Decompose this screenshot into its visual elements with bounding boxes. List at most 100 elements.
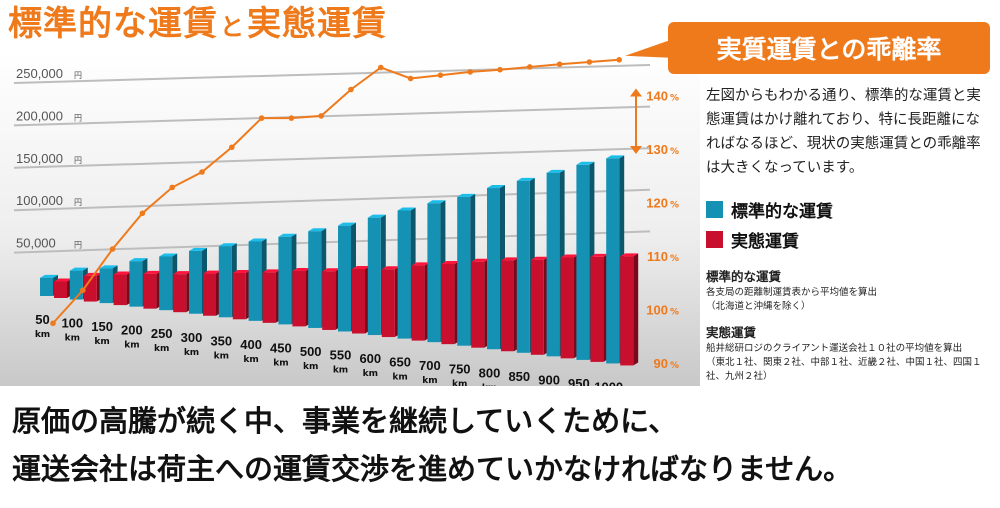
bar-standard-top — [99, 265, 118, 269]
y-tick-unit: 円 — [74, 113, 82, 122]
bar-standard — [308, 231, 322, 328]
bar-actual-top — [262, 269, 281, 273]
divergence-point — [407, 75, 414, 82]
bar-standard-top — [606, 155, 625, 159]
bar-standard — [546, 172, 560, 357]
gridline — [13, 188, 651, 212]
bar-standard-top — [218, 243, 237, 247]
y-tick-unit: 円 — [74, 71, 82, 80]
x-tick-label: 900 — [538, 372, 560, 386]
divergence-point — [109, 246, 116, 252]
divergence-point — [437, 72, 444, 78]
bar-standard — [99, 268, 113, 304]
bar-actual-side — [633, 253, 639, 366]
bottom-message-line2: 運送会社は荷主への運賃交渉を進めていかなければなりません。 — [12, 452, 853, 486]
bar-actual — [232, 273, 246, 320]
bar-standard — [159, 256, 173, 311]
bar-actual — [352, 269, 365, 334]
divergence-point — [50, 320, 56, 327]
y2-tick-label: 110 — [647, 249, 668, 264]
bar-standard — [189, 250, 202, 314]
bar-standard-top — [129, 258, 148, 262]
divergence-line — [52, 58, 620, 324]
divergence-point — [199, 169, 205, 175]
bar-actual-top — [411, 262, 430, 266]
bar-standard — [487, 188, 500, 350]
y2-tick-unit: % — [670, 94, 679, 104]
y2-tick-unit: % — [670, 254, 679, 264]
bar-actual — [590, 256, 604, 362]
x-tick-label: 300 — [181, 330, 203, 345]
x-tick-unit: km — [482, 383, 497, 386]
divergence-arrow-head-down — [630, 146, 642, 154]
legend-swatch-standard — [706, 200, 723, 218]
bar-standard-top — [189, 247, 207, 251]
bar-standard-top — [516, 177, 535, 181]
note-standard-heading: 標準的な運賃 — [706, 269, 782, 284]
bar-actual — [411, 265, 425, 341]
bar-standard — [457, 196, 471, 346]
y2-tick-unit: % — [670, 201, 679, 211]
bar-standard-top — [487, 185, 505, 189]
note-standard-text: 各支局の距離制運賃表から平均値を算出 （北海道と沖縄を除く） — [706, 287, 878, 312]
x-tick-unit: km — [124, 341, 139, 351]
y2-tick-unit: % — [670, 147, 679, 157]
x-tick-unit: km — [184, 348, 199, 358]
y2-tick-label: 140 — [646, 89, 668, 104]
bottom-message-line1: 原価の高騰が続く中、事業を継続していくために、 — [12, 404, 678, 438]
x-tick-label: 150 — [91, 319, 113, 334]
y-tick-label: 50,000 — [16, 236, 56, 251]
x-tick-label: 200 — [121, 323, 143, 338]
y-tick-label: 250,000 — [16, 66, 63, 81]
bar-standard-top — [546, 169, 565, 173]
divergence-rate-badge: 実質運賃との乖離率 — [668, 22, 990, 74]
x-tick-label: 850 — [508, 369, 530, 384]
x-tick-label: 650 — [389, 355, 411, 370]
divergence-point — [139, 210, 146, 217]
bar-actual — [83, 275, 97, 302]
bar-actual — [322, 271, 336, 330]
bar-actual-top — [292, 268, 311, 272]
divergence-point — [556, 61, 563, 67]
page-title: 標準的な運賃と実態運賃 — [8, 4, 387, 44]
x-tick-unit: km — [154, 344, 169, 354]
legend-label-standard: 標準的な運賃 — [731, 201, 833, 222]
bar-standard-top — [308, 228, 327, 232]
divergence-point — [80, 287, 86, 294]
bar-standard — [278, 236, 292, 325]
description-text: 左図からもわかる通り、標準的な運賃と実態運賃はかけ離れており、特に長距離になれば… — [706, 88, 981, 176]
divergence-point — [169, 184, 175, 191]
bar-actual-top — [352, 266, 370, 270]
bar-actual-top — [441, 260, 460, 264]
y-tick-label: 150,000 — [16, 151, 63, 166]
x-tick-label: 500 — [300, 344, 322, 359]
x-tick-label: 550 — [330, 348, 352, 363]
bar-standard-top — [248, 238, 267, 242]
legend-label-actual: 実態運賃 — [731, 231, 799, 252]
y2-tick-label: 90 — [654, 356, 668, 371]
bar-standard-top — [457, 193, 476, 197]
x-tick-unit: km — [363, 369, 378, 379]
x-tick-label: 350 — [210, 333, 232, 348]
bar-actual — [113, 274, 127, 306]
divergence-point — [229, 144, 235, 151]
divergence-point — [616, 57, 622, 63]
bar-actual-top — [83, 272, 102, 276]
y-tick-unit: 円 — [74, 198, 82, 207]
fare-comparison-chart: 50,000 円 100,000 円 150,000 円 200,000 円 250,000 円 5… — [0, 38, 700, 386]
chart-legend: 標準的な運賃 実態運賃 — [706, 197, 986, 252]
y2-tick-label: 120 — [646, 196, 668, 211]
bar-actual — [143, 273, 157, 309]
bar-actual-top — [530, 256, 549, 260]
divergence-point — [258, 115, 265, 121]
legend-swatch-actual — [706, 230, 723, 248]
badge-pointer — [625, 38, 676, 58]
bar-standard — [397, 210, 411, 339]
bar-actual-top — [381, 266, 400, 270]
bar-standard — [218, 246, 232, 318]
bar-actual-top — [143, 270, 162, 274]
x-tick-unit: km — [35, 330, 50, 340]
x-tick-label: 800 — [479, 365, 501, 380]
bar-standard — [129, 261, 143, 307]
bar-standard-top — [397, 207, 416, 211]
